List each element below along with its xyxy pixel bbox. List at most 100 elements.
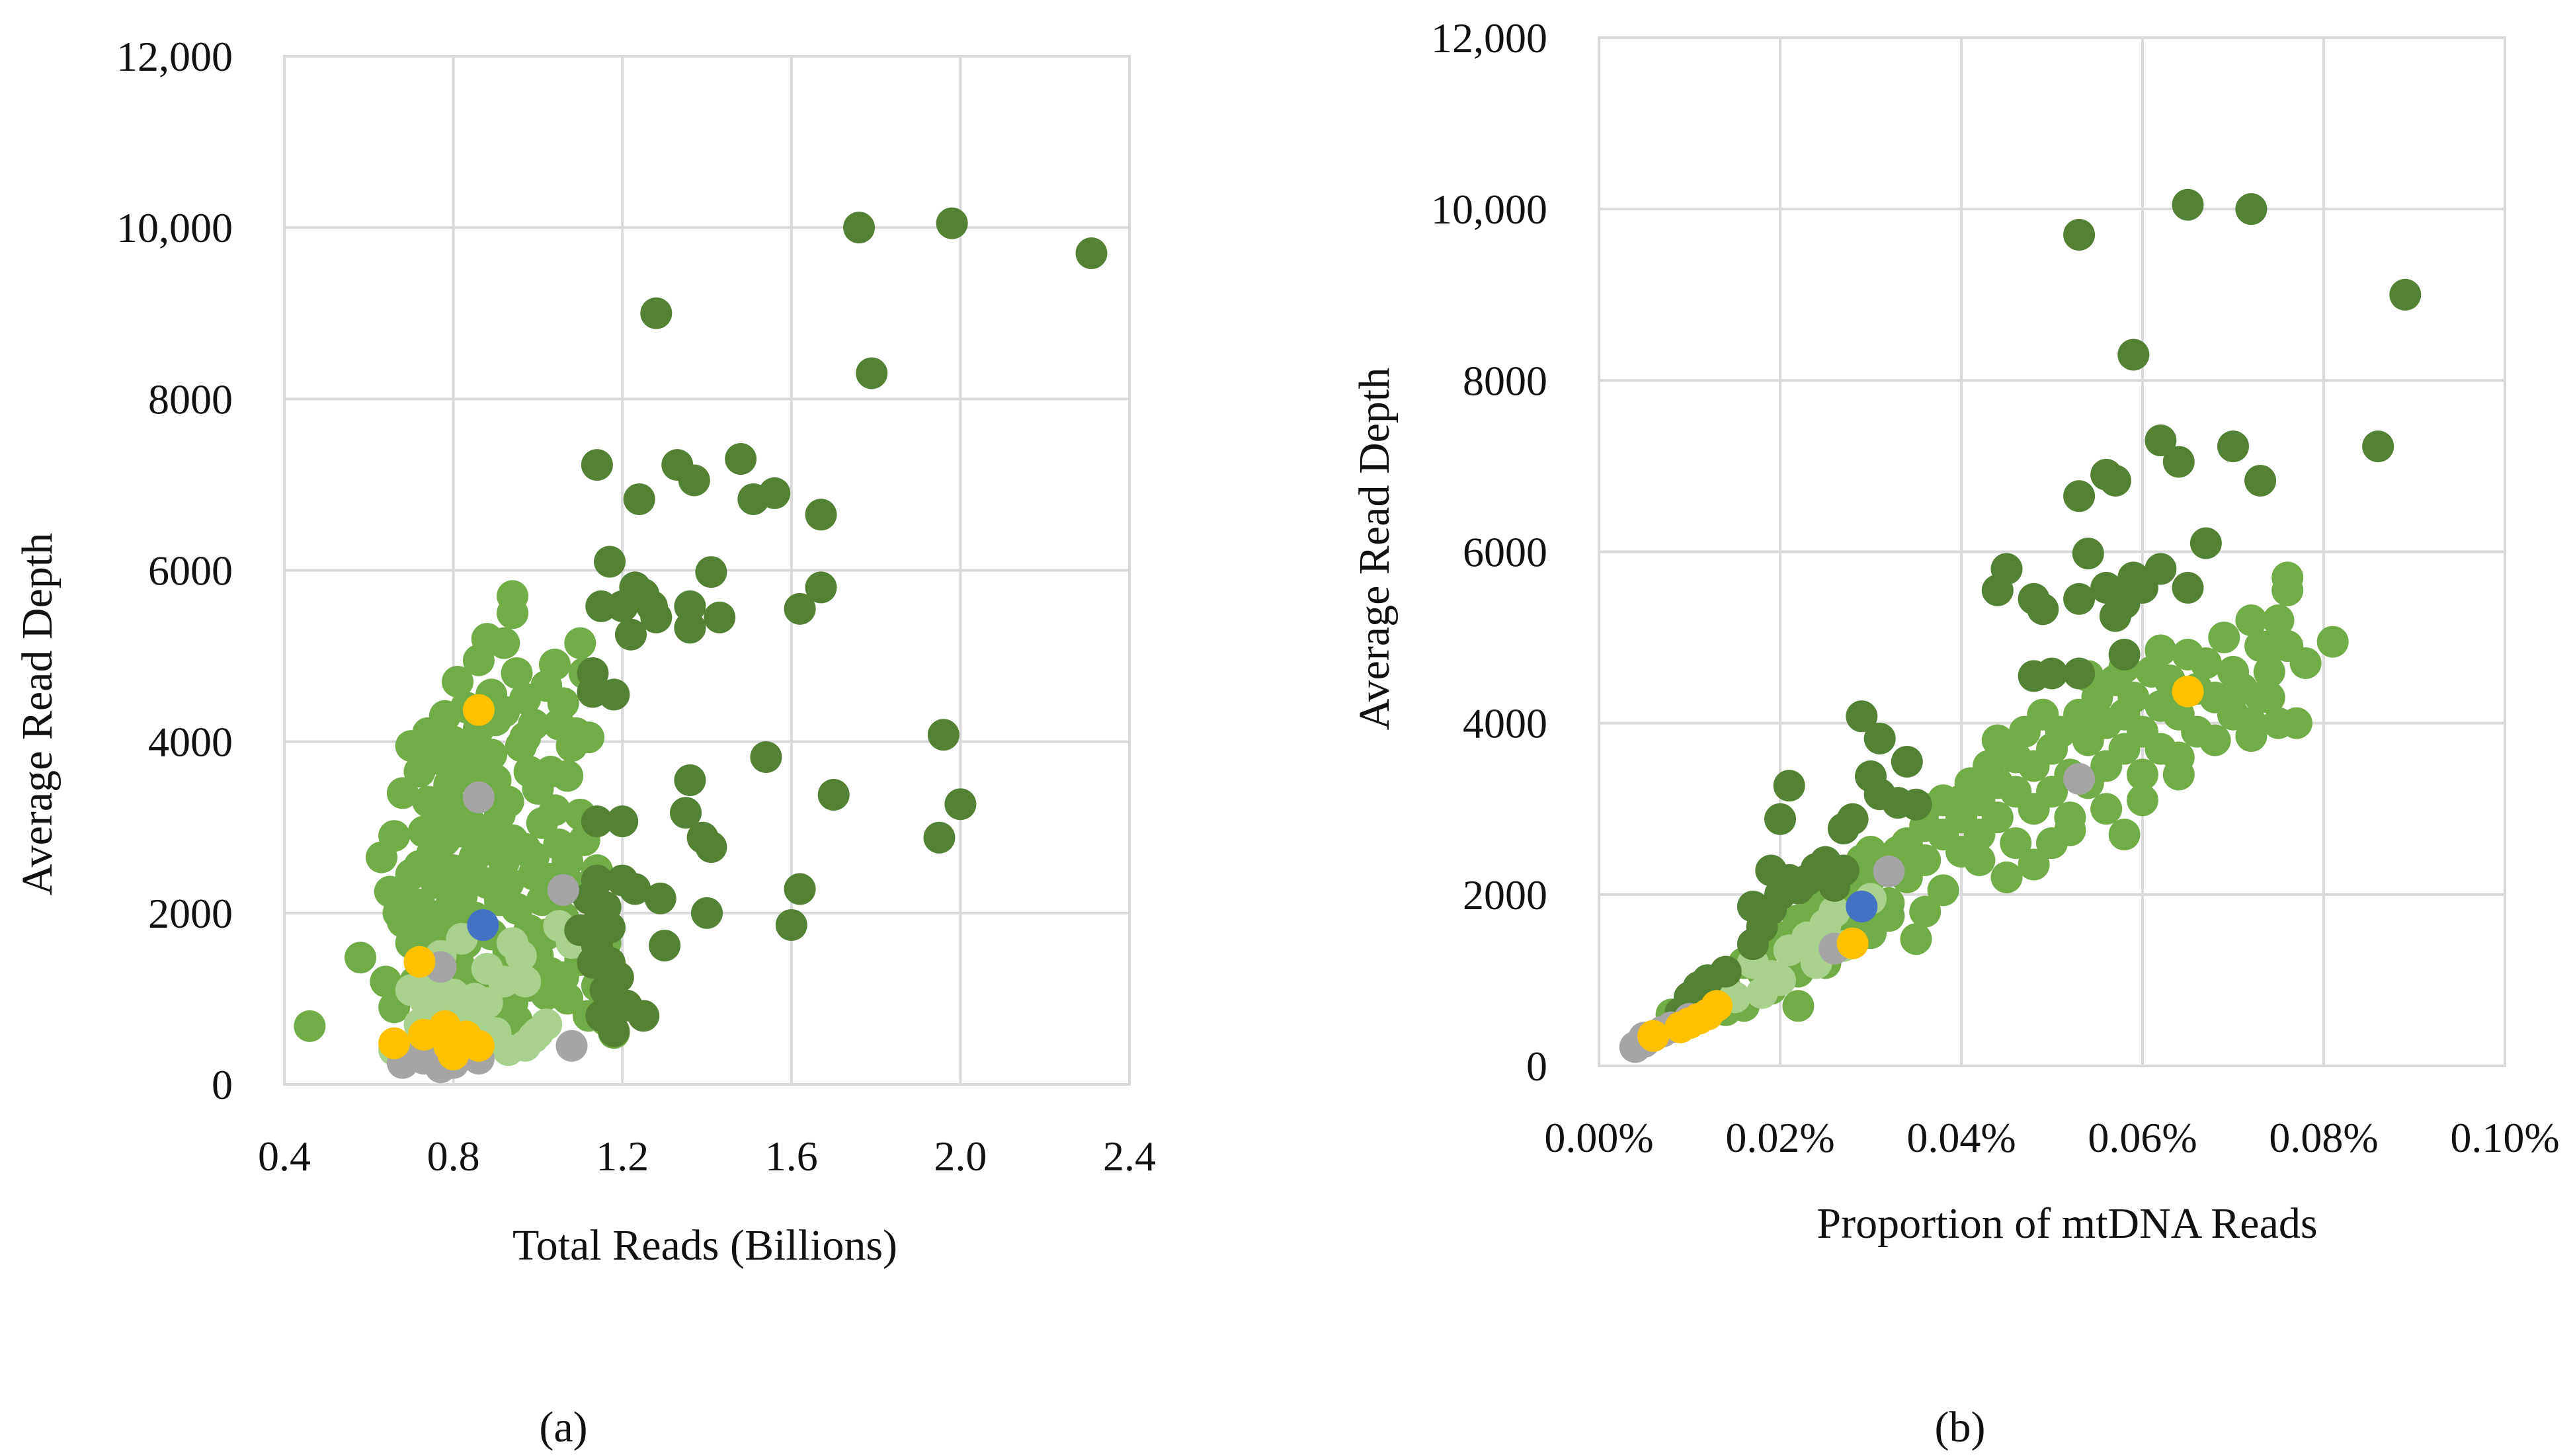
plot-area-a (283, 55, 1131, 1086)
data-point-yellow-a (403, 946, 436, 978)
data-point-medium-green-a (345, 942, 377, 974)
data-point-dark-green-b (1773, 770, 1805, 802)
data-point-blue-b (1846, 890, 1878, 922)
data-point-medium-green-b (1990, 861, 2023, 893)
data-point-blue-a (467, 909, 499, 941)
data-point-medium-green-a (543, 708, 575, 741)
data-point-dark-green-a (614, 618, 647, 651)
data-point-dark-green-b (2072, 538, 2104, 570)
y-tick-label-b: 6000 (1463, 529, 1547, 576)
data-point-medium-green-b (1981, 724, 2014, 756)
y-axis-ticks-a: 0 2000 4000 6000 8000 10,000 12,000 (116, 33, 233, 1108)
data-point-dark-green-a (695, 556, 727, 588)
data-point-dark-green-a (923, 821, 956, 854)
data-point-dark-green-a (674, 764, 706, 796)
data-point-dark-green-b (1819, 870, 1851, 902)
x-tick-label-b: 0.00% (1544, 1114, 1653, 1161)
x-tick-label-a: 0.4 (258, 1133, 311, 1180)
data-point-medium-green-b (2235, 720, 2268, 752)
data-point-yellow-b (2172, 675, 2204, 708)
data-point-dark-green-b (1863, 778, 1896, 811)
data-point-dark-green-b (2217, 430, 2249, 463)
x-tick-label-b: 0.10% (2450, 1114, 2559, 1161)
data-point-medium-green-a (538, 794, 571, 827)
data-point-medium-green-b (2127, 784, 2158, 817)
data-point-medium-green-b (2189, 647, 2222, 679)
data-point-dark-green-b (1863, 722, 1896, 754)
data-point-yellow-b (1637, 1020, 1670, 1052)
data-point-dark-green-b (2063, 657, 2096, 690)
panel-label-b: (b) (1935, 1403, 1986, 1451)
data-point-medium-green-b (2253, 655, 2285, 688)
data-point-medium-green-a (501, 657, 533, 689)
data-point-dark-green-b (2117, 339, 2150, 371)
data-point-dark-green-a (628, 1000, 660, 1032)
data-point-dark-green-a (606, 590, 639, 622)
data-point-medium-green-b (2000, 827, 2032, 860)
data-point-dark-green-b (2389, 278, 2422, 311)
data-point-dark-green-b (2108, 639, 2141, 670)
data-point-gray-a (462, 781, 495, 813)
data-point-medium-green-a (294, 1010, 326, 1042)
x-axis-label-a: Total Reads (Billions) (512, 1221, 897, 1270)
data-point-medium-green-b (2253, 630, 2285, 663)
data-point-medium-green-a (552, 846, 584, 878)
y-tick-label-b: 10,000 (1431, 186, 1547, 233)
x-tick-label-b: 0.04% (1906, 1114, 2016, 1161)
y-tick-label-b: 12,000 (1431, 15, 1547, 61)
y-tick-label-a: 12,000 (116, 33, 233, 80)
data-point-medium-green-b (2208, 622, 2240, 654)
data-point-yellow-a (378, 1027, 411, 1059)
data-point-dark-green-a (581, 805, 613, 838)
data-point-medium-green-a (497, 597, 529, 629)
data-point-medium-green-a (573, 721, 605, 754)
data-point-dark-green-a (695, 831, 727, 864)
data-point-medium-green-b (2316, 626, 2349, 658)
y-tick-label-b: 8000 (1463, 357, 1547, 404)
data-point-dark-green-b (2063, 583, 2096, 615)
x-tick-label-a: 2.4 (1103, 1133, 1156, 1180)
y-tick-label-a: 2000 (148, 890, 233, 937)
data-point-dark-green-a (598, 678, 630, 711)
data-point-dark-green-a (640, 601, 673, 633)
x-tick-label-a: 1.2 (596, 1133, 649, 1180)
data-point-dark-green-b (1755, 854, 1787, 887)
y-axis-label-a: Average Read Depth (13, 533, 61, 896)
data-point-medium-green-b (1909, 844, 1941, 876)
data-point-dark-green-a (581, 449, 613, 481)
y-tick-label-a: 4000 (148, 719, 233, 766)
data-point-dark-green-b (1891, 745, 1923, 778)
data-point-medium-green-a (437, 764, 470, 796)
data-point-dark-green-b (2162, 446, 2195, 478)
data-point-medium-green-b (2199, 724, 2231, 756)
data-point-light-green-b (1819, 895, 1851, 928)
data-point-medium-green-b (2018, 848, 2050, 881)
data-point-medium-green-a (492, 867, 524, 899)
data-point-dark-green-b (2099, 464, 2131, 497)
x-tick-label-b: 0.06% (2088, 1114, 2197, 1161)
data-point-dark-green-a (784, 592, 816, 625)
data-point-medium-green-a (552, 983, 584, 1015)
data-point-light-green-a (505, 940, 537, 972)
data-point-dark-green-a (805, 571, 837, 604)
data-point-dark-green-a (944, 788, 977, 821)
data-point-medium-green-b (1782, 990, 1815, 1022)
y-tick-label-a: 10,000 (116, 204, 233, 251)
data-point-dark-green-a (817, 779, 850, 811)
data-point-medium-green-b (1900, 923, 1932, 955)
y-axis-label-b: Average Read Depth (1350, 368, 1399, 731)
data-point-dark-green-a (594, 546, 626, 578)
data-point-dark-green-a (619, 873, 651, 905)
data-point-dark-green-b (1764, 803, 1796, 835)
data-point-medium-green-b (2162, 758, 2195, 791)
data-point-medium-green-b (2244, 681, 2277, 713)
data-point-medium-green-b (2262, 707, 2295, 739)
data-point-medium-green-b (1909, 895, 1941, 928)
data-points-b (1619, 188, 2422, 1063)
data-point-medium-green-a (458, 863, 491, 895)
data-point-dark-green-b (2145, 425, 2177, 457)
y-tick-label-b: 0 (1526, 1043, 1547, 1090)
data-point-dark-green-a (704, 601, 736, 633)
data-point-dark-green-a (784, 873, 816, 905)
